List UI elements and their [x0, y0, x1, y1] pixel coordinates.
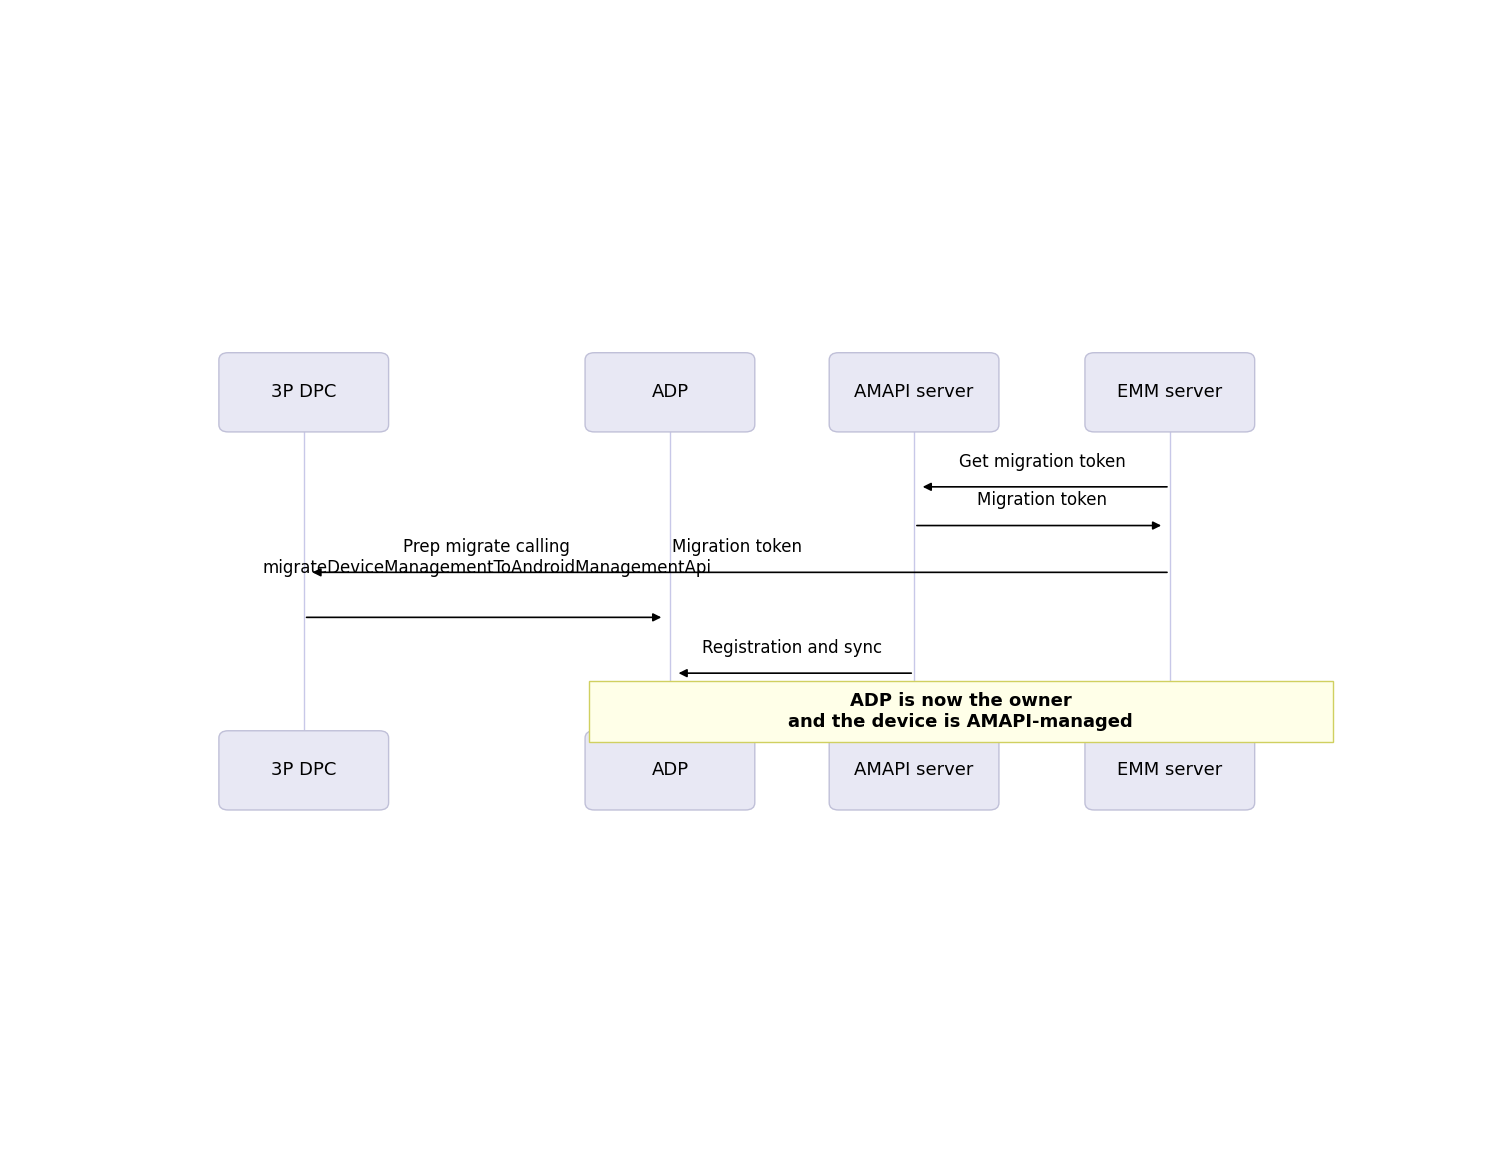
Text: Get migration token: Get migration token	[958, 452, 1125, 471]
Text: ADP: ADP	[651, 761, 688, 780]
Text: EMM server: EMM server	[1118, 761, 1222, 780]
Text: Migration token: Migration token	[976, 491, 1107, 510]
Text: Migration token: Migration token	[672, 538, 802, 556]
FancyBboxPatch shape	[219, 353, 388, 431]
FancyBboxPatch shape	[830, 731, 999, 810]
FancyBboxPatch shape	[830, 353, 999, 431]
FancyBboxPatch shape	[585, 353, 754, 431]
Text: ADP is now the owner
and the device is AMAPI-managed: ADP is now the owner and the device is A…	[788, 692, 1132, 732]
FancyBboxPatch shape	[585, 731, 754, 810]
Text: Prep migrate calling
migrateDeviceManagementToAndroidManagementApi: Prep migrate calling migrateDeviceManage…	[262, 538, 711, 576]
Text: AMAPI server: AMAPI server	[855, 761, 974, 780]
FancyBboxPatch shape	[588, 682, 1332, 742]
FancyBboxPatch shape	[1084, 731, 1254, 810]
FancyBboxPatch shape	[1084, 353, 1254, 431]
Text: AMAPI server: AMAPI server	[855, 383, 974, 401]
Text: Registration and sync: Registration and sync	[702, 639, 882, 657]
Text: ADP: ADP	[651, 383, 688, 401]
Text: 3P DPC: 3P DPC	[272, 383, 336, 401]
Text: EMM server: EMM server	[1118, 383, 1222, 401]
Text: 3P DPC: 3P DPC	[272, 761, 336, 780]
FancyBboxPatch shape	[219, 731, 388, 810]
